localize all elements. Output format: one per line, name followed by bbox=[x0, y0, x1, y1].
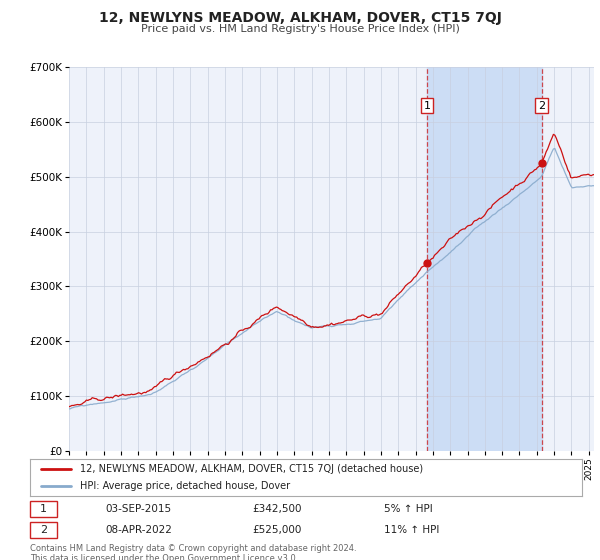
Text: £525,000: £525,000 bbox=[252, 525, 301, 535]
Text: 12, NEWLYNS MEADOW, ALKHAM, DOVER, CT15 7QJ: 12, NEWLYNS MEADOW, ALKHAM, DOVER, CT15 … bbox=[98, 11, 502, 25]
Bar bbox=[427, 67, 542, 451]
Text: 2: 2 bbox=[538, 101, 545, 110]
Text: 11% ↑ HPI: 11% ↑ HPI bbox=[384, 525, 439, 535]
Text: HPI: Average price, detached house, Dover: HPI: Average price, detached house, Dove… bbox=[80, 481, 290, 491]
Text: £342,500: £342,500 bbox=[252, 504, 302, 514]
Text: 2: 2 bbox=[40, 525, 47, 535]
Text: 12, NEWLYNS MEADOW, ALKHAM, DOVER, CT15 7QJ (detached house): 12, NEWLYNS MEADOW, ALKHAM, DOVER, CT15 … bbox=[80, 464, 423, 474]
Text: 1: 1 bbox=[424, 101, 431, 110]
Text: 1: 1 bbox=[40, 504, 47, 514]
Text: 03-SEP-2015: 03-SEP-2015 bbox=[105, 504, 171, 514]
Text: 5% ↑ HPI: 5% ↑ HPI bbox=[384, 504, 433, 514]
Text: Price paid vs. HM Land Registry's House Price Index (HPI): Price paid vs. HM Land Registry's House … bbox=[140, 24, 460, 34]
Text: Contains HM Land Registry data © Crown copyright and database right 2024.
This d: Contains HM Land Registry data © Crown c… bbox=[30, 544, 356, 560]
Text: 08-APR-2022: 08-APR-2022 bbox=[105, 525, 172, 535]
